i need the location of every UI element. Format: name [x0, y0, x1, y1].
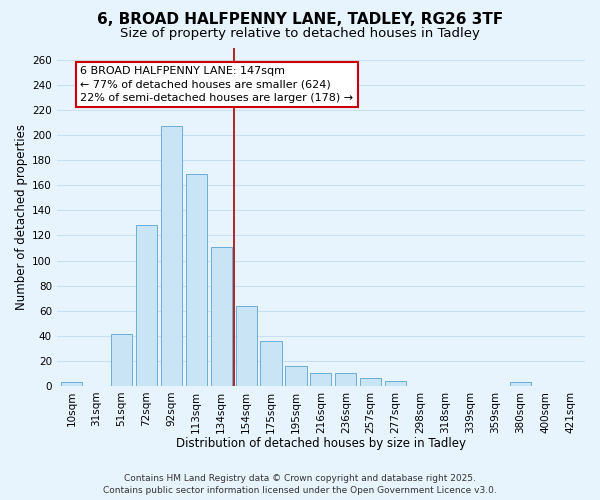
- Y-axis label: Number of detached properties: Number of detached properties: [15, 124, 28, 310]
- Bar: [360, 378, 382, 386]
- Bar: [136, 226, 157, 386]
- Bar: [385, 381, 406, 386]
- Bar: [186, 174, 207, 386]
- Bar: [211, 246, 232, 386]
- Text: Size of property relative to detached houses in Tadley: Size of property relative to detached ho…: [120, 28, 480, 40]
- Bar: [111, 334, 132, 386]
- Bar: [286, 366, 307, 386]
- Bar: [236, 306, 257, 386]
- Bar: [161, 126, 182, 386]
- Text: 6, BROAD HALFPENNY LANE, TADLEY, RG26 3TF: 6, BROAD HALFPENNY LANE, TADLEY, RG26 3T…: [97, 12, 503, 28]
- Text: Contains HM Land Registry data © Crown copyright and database right 2025.
Contai: Contains HM Land Registry data © Crown c…: [103, 474, 497, 495]
- Text: 6 BROAD HALFPENNY LANE: 147sqm
← 77% of detached houses are smaller (624)
22% of: 6 BROAD HALFPENNY LANE: 147sqm ← 77% of …: [80, 66, 353, 102]
- Bar: [310, 374, 331, 386]
- Bar: [61, 382, 82, 386]
- X-axis label: Distribution of detached houses by size in Tadley: Distribution of detached houses by size …: [176, 437, 466, 450]
- Bar: [335, 374, 356, 386]
- Bar: [260, 340, 281, 386]
- Bar: [509, 382, 531, 386]
